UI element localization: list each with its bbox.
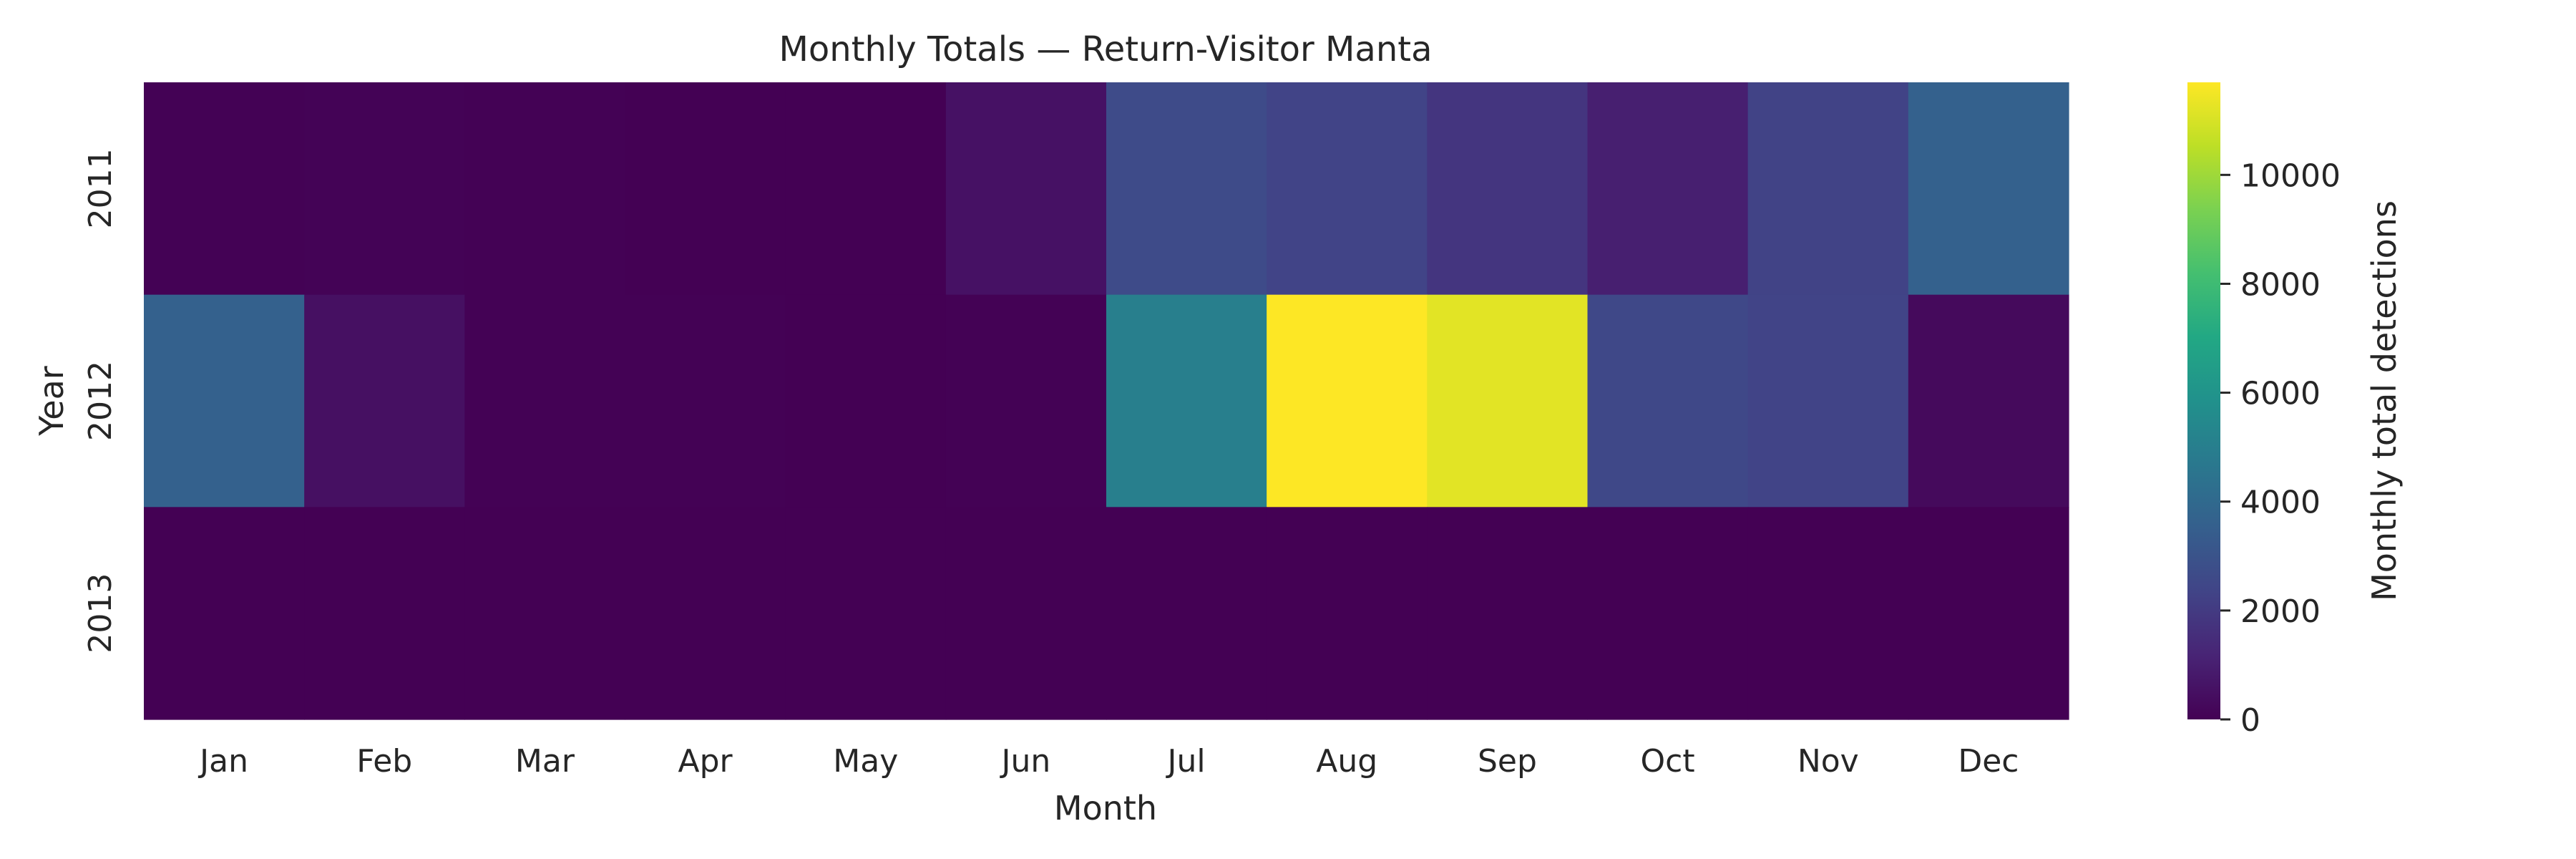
y-tick-label: 2011: [82, 148, 119, 228]
heatmap-cell: [1267, 294, 1428, 508]
heatmap-cell: [625, 294, 786, 508]
heatmap-cell: [1106, 82, 1267, 296]
heatmap-cell: [1587, 294, 1749, 508]
colorbar: [2187, 82, 2220, 719]
y-axis-label: Year: [32, 366, 71, 436]
x-tick-label: Oct: [1641, 743, 1695, 780]
x-tick-label: Dec: [1958, 743, 2019, 780]
heatmap-cell: [1587, 507, 1749, 720]
heatmap-cell: [1106, 294, 1267, 508]
heatmap-cell: [1908, 294, 2069, 508]
colorbar-tick-label: 6000: [2240, 376, 2321, 412]
heatmap-cell: [1427, 294, 1589, 508]
heatmap-cell: [1106, 507, 1267, 720]
x-tick-label: Jul: [1166, 743, 1206, 780]
heatmap-cell: [625, 507, 786, 720]
x-tick-label: Mar: [515, 743, 575, 780]
heatmap-cell: [304, 294, 465, 508]
heatmap-cell: [945, 294, 1107, 508]
x-tick-label: Sep: [1478, 743, 1537, 780]
heatmap-cell: [144, 507, 305, 720]
x-tick-labels: Jan Feb Mar Apr May Jun Jul Aug Sep Oct Nov Dec: [197, 743, 2019, 780]
heatmap-cell: [304, 507, 465, 720]
x-tick-label: Aug: [1316, 743, 1377, 780]
heatmap-cell: [1747, 294, 1909, 508]
heatmap-cell: [785, 294, 947, 508]
colorbar-tick-label: 8000: [2240, 266, 2321, 303]
heatmap-cell: [1908, 507, 2069, 720]
x-tick-label: May: [833, 743, 898, 780]
colorbar-label: Monthly total detections: [2365, 200, 2404, 601]
x-tick-label: Nov: [1797, 743, 1859, 780]
heatmap-cell: [1427, 507, 1589, 720]
chart-title: Monthly Totals — Return-Visitor Manta: [779, 29, 1433, 69]
x-tick-label: Jun: [1000, 743, 1051, 780]
heatmap-cell: [785, 82, 947, 296]
heatmap-cell: [785, 507, 947, 720]
heatmap-cell: [1747, 82, 1909, 296]
x-axis-label: Month: [1054, 789, 1157, 828]
y-tick-labels: 2011 2012 2013: [82, 148, 119, 653]
heatmap-cell: [464, 82, 626, 296]
heatmap-cell: [945, 507, 1107, 720]
colorbar-tick-label: 2000: [2240, 593, 2321, 630]
heatmap-cell: [1267, 82, 1428, 296]
heatmap-cell: [1747, 507, 1909, 720]
x-tick-label: Jan: [197, 743, 248, 780]
y-tick-label: 2012: [82, 361, 119, 441]
x-tick-label: Feb: [356, 743, 412, 780]
colorbar-ticks: 0 2000 4000 6000 8000 10000: [2220, 157, 2341, 739]
heatmap-cell: [464, 294, 626, 508]
heatmap-cell: [945, 82, 1107, 296]
heatmap-cell: [304, 82, 465, 296]
heatmap-cell: [144, 294, 305, 508]
heatmap-cells: [144, 82, 2069, 720]
heatmap-cell: [464, 507, 626, 720]
colorbar-tick-label: 0: [2240, 702, 2260, 739]
x-tick-label: Apr: [678, 743, 733, 780]
heatmap-cell: [1587, 82, 1749, 296]
colorbar-tick-label: 4000: [2240, 485, 2321, 521]
heatmap-cell: [144, 82, 305, 296]
heatmap-cell: [1908, 82, 2069, 296]
heatmap-cell: [1427, 82, 1589, 296]
heatmap-cell: [1267, 507, 1428, 720]
colorbar-tick-label: 10000: [2240, 157, 2341, 194]
heatmap-cell: [625, 82, 786, 296]
y-tick-label: 2013: [82, 573, 119, 654]
